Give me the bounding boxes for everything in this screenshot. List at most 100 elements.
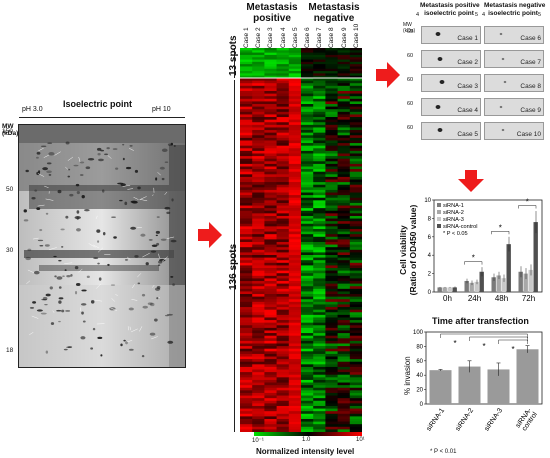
heatmap-cell xyxy=(349,205,362,209)
heatmap-cell xyxy=(276,101,290,105)
heatmap-cell xyxy=(313,366,326,370)
spot-icon xyxy=(437,57,443,61)
heatmap-cell xyxy=(288,320,302,323)
heatmap-cell xyxy=(325,57,338,60)
gel-spot xyxy=(29,306,35,309)
heatmap-cell xyxy=(276,208,290,212)
heatmap-cell xyxy=(337,408,351,412)
heatmap-cell xyxy=(325,176,338,180)
heatmap-case-label: Case 4 xyxy=(279,27,287,48)
heatmap-cell xyxy=(276,215,290,219)
heatmap-cell xyxy=(240,377,253,381)
heatmap-cell xyxy=(325,174,338,178)
heatmap-cell xyxy=(252,106,265,110)
heatmap-cell xyxy=(288,184,302,188)
heatmap-cell xyxy=(313,85,326,89)
heatmap-cell xyxy=(301,411,314,415)
heatmap-cell xyxy=(313,356,326,360)
heatmap-cell xyxy=(276,403,290,407)
heatmap-cell xyxy=(313,161,326,165)
heatmap-cell xyxy=(288,333,302,336)
heatmap-cell xyxy=(349,309,362,313)
heatmap-cell xyxy=(349,187,362,191)
heatmap-cell xyxy=(276,356,290,360)
heatmap-cell xyxy=(252,418,265,422)
heatmap-cell xyxy=(301,309,314,313)
heatmap-cell xyxy=(349,48,362,51)
heatmap-cell xyxy=(301,184,314,188)
heatmap-cell xyxy=(301,169,314,173)
heatmap-cell xyxy=(288,385,302,389)
heatmap-cell xyxy=(252,66,265,70)
heatmap-cell xyxy=(288,390,302,394)
heatmap-cell xyxy=(240,400,253,404)
heatmap-cell xyxy=(313,408,326,412)
heatmap-cell xyxy=(288,307,302,310)
gel-annotation-line xyxy=(31,315,39,319)
heatmap-cell xyxy=(313,257,326,261)
gel-annotation-line xyxy=(67,156,74,161)
heatmap-cell xyxy=(252,255,265,258)
heatmap-cell xyxy=(252,296,265,300)
heatmap-cell xyxy=(240,291,253,295)
heatmap-cell xyxy=(240,213,253,217)
heatmap-cell xyxy=(313,187,326,191)
heatmap-cell xyxy=(240,200,253,204)
gel-spot xyxy=(66,274,71,278)
heatmap-cell xyxy=(276,429,290,432)
heatmap-cell xyxy=(313,255,326,258)
heatmap-case-label: Case 10 xyxy=(352,23,360,48)
heatmap-cell xyxy=(276,61,290,65)
heatmap-cell xyxy=(349,96,362,100)
gel-spot xyxy=(25,169,29,173)
heatmap-cell xyxy=(288,153,302,157)
heatmap-cell xyxy=(240,83,253,87)
viability-legend-label: * P < 0.05 xyxy=(443,231,468,237)
heatmap-cell xyxy=(276,286,290,290)
heatmap-cell xyxy=(337,392,351,396)
gel-spot xyxy=(154,318,158,322)
heatmap-cell xyxy=(325,262,338,266)
spot-panel-case-label: Case 6 xyxy=(520,35,541,42)
heatmap-cell xyxy=(325,333,338,336)
heatmap-cell xyxy=(252,226,265,230)
heatmap-cell xyxy=(240,364,253,368)
heatmap-cell xyxy=(325,101,338,105)
gel-spot xyxy=(81,289,87,292)
heatmap-cell xyxy=(276,426,290,430)
heatmap-cell xyxy=(240,366,253,370)
heatmap-cell xyxy=(313,208,326,212)
gel-spot xyxy=(40,145,47,147)
heatmap-cell xyxy=(301,421,314,425)
heatmap-cell xyxy=(325,236,338,240)
gel-spot xyxy=(39,228,43,232)
gel-spot xyxy=(110,284,116,286)
spot-mw-tick: 60 xyxy=(407,29,414,35)
heatmap-cell xyxy=(252,247,265,251)
invasion-ytick-label: 0 xyxy=(420,402,424,408)
heatmap-cell xyxy=(288,179,302,183)
heatmap-cell xyxy=(313,192,326,196)
heatmap-cell xyxy=(337,80,351,84)
heatmap-cell xyxy=(276,340,290,344)
heatmap-cell xyxy=(337,124,351,128)
heatmap-group-divider xyxy=(301,2,302,24)
heatmap-cell xyxy=(337,377,351,381)
heatmap-cell xyxy=(276,382,290,386)
heatmap-cell xyxy=(325,335,338,339)
gel-spot xyxy=(23,219,29,222)
heatmap-cell xyxy=(252,218,265,222)
heatmap-cell xyxy=(240,91,253,94)
heatmap-cell xyxy=(264,192,277,196)
heatmap-cell xyxy=(325,182,338,186)
heatmap-cell xyxy=(349,127,362,131)
gel-spot xyxy=(74,266,79,270)
gel-spot xyxy=(42,167,48,171)
heatmap-cell xyxy=(276,418,290,422)
gel-annotation-line xyxy=(65,166,69,171)
heatmap-cell xyxy=(301,398,314,402)
heatmap-cell xyxy=(252,223,265,227)
heatmap-case-label: Case 7 xyxy=(316,27,324,48)
heatmap-cell xyxy=(276,294,290,297)
heatmap-cell xyxy=(337,171,351,175)
